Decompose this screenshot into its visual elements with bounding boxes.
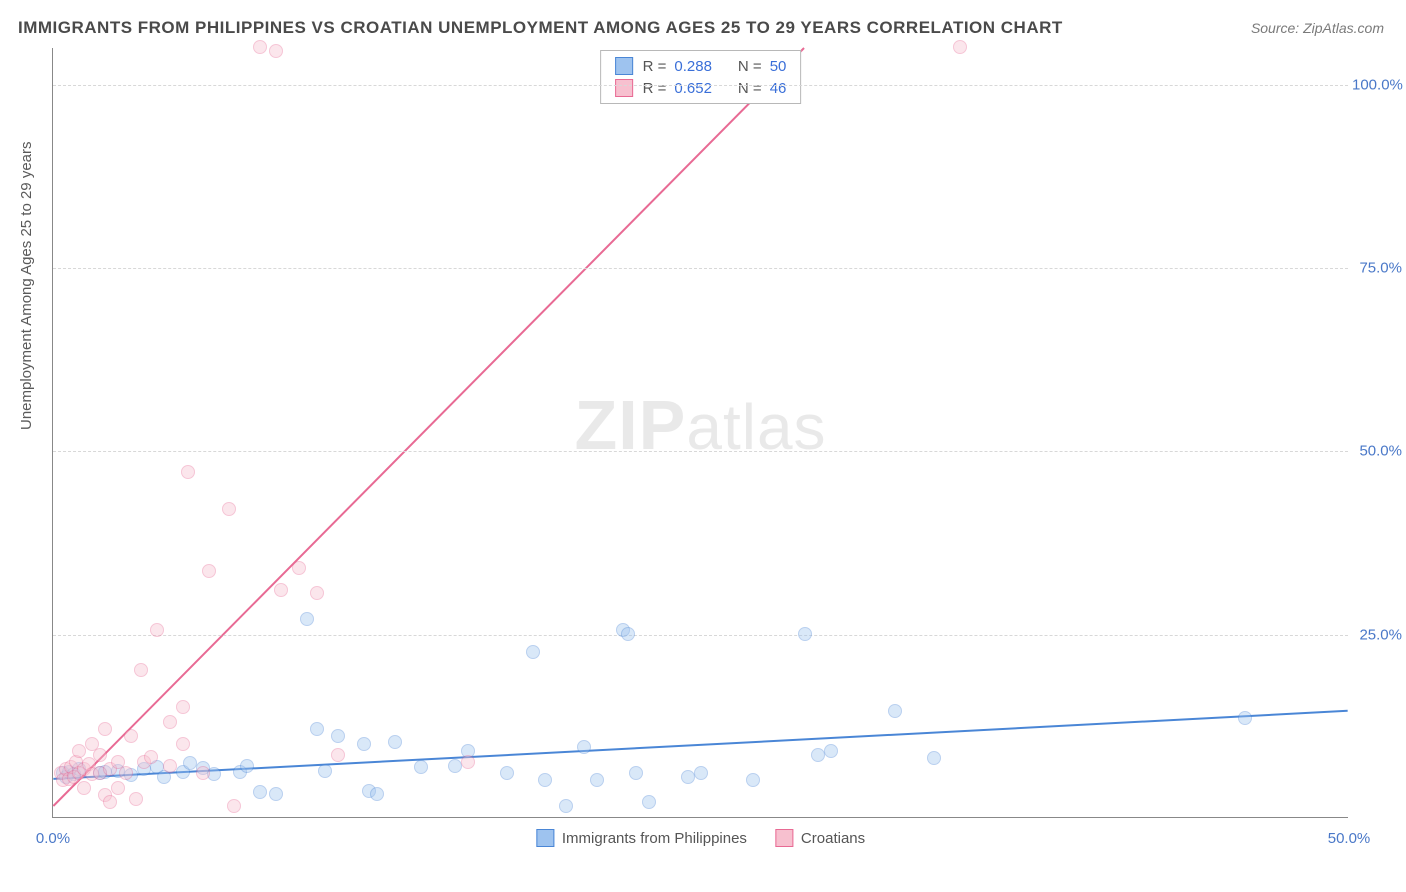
data-point (331, 748, 345, 762)
data-point (183, 756, 197, 770)
data-point (414, 760, 428, 774)
data-point (798, 627, 812, 641)
data-point (196, 766, 210, 780)
data-point (888, 704, 902, 718)
legend-series-label: Croatians (801, 830, 865, 847)
gridline (53, 85, 1348, 86)
legend-r-label: R = (643, 80, 667, 97)
data-point (119, 766, 133, 780)
y-tick-label: 100.0% (1352, 76, 1402, 93)
data-point (129, 792, 143, 806)
data-point (124, 729, 138, 743)
data-point (176, 700, 190, 714)
data-point (253, 785, 267, 799)
legend-swatch (775, 829, 793, 847)
data-point (681, 770, 695, 784)
source-value: ZipAtlas.com (1303, 20, 1384, 36)
gridline (53, 451, 1348, 452)
data-point (526, 645, 540, 659)
legend-row: R = 0.288 N = 50 (601, 55, 801, 77)
legend-series-item: Immigrants from Philippines (536, 829, 747, 847)
data-point (629, 766, 643, 780)
y-axis-title: Unemployment Among Ages 25 to 29 years (18, 141, 35, 430)
data-point (370, 787, 384, 801)
data-point (388, 735, 402, 749)
plot-area: ZIPatlas R =0.288N =50R =0.652N =46 Immi… (52, 48, 1348, 818)
data-point (274, 583, 288, 597)
data-point (318, 764, 332, 778)
data-point (331, 729, 345, 743)
legend-r-value: 0.652 (674, 80, 712, 97)
gridline (53, 268, 1348, 269)
data-point (310, 586, 324, 600)
legend-n-label: N = (738, 58, 762, 75)
data-point (538, 773, 552, 787)
data-point (202, 564, 216, 578)
data-point (500, 766, 514, 780)
data-point (150, 623, 164, 637)
trend-lines (53, 48, 1348, 817)
data-point (181, 465, 195, 479)
watermark: ZIPatlas (574, 385, 826, 465)
legend-r-label: R = (643, 58, 667, 75)
legend-n-value: 50 (770, 58, 787, 75)
data-point (253, 40, 267, 54)
data-point (746, 773, 760, 787)
data-point (927, 751, 941, 765)
data-point (577, 740, 591, 754)
legend-series: Immigrants from Philippines Croatians (536, 829, 865, 847)
y-tick-label: 50.0% (1352, 443, 1402, 460)
legend-swatch (615, 79, 633, 97)
data-point (240, 759, 254, 773)
y-tick-label: 25.0% (1352, 626, 1402, 643)
legend-series-label: Immigrants from Philippines (562, 830, 747, 847)
data-point (292, 561, 306, 575)
data-point (1238, 711, 1252, 725)
data-point (694, 766, 708, 780)
data-point (559, 799, 573, 813)
legend-r-value: 0.288 (674, 58, 712, 75)
data-point (357, 737, 371, 751)
data-point (163, 759, 177, 773)
data-point (227, 799, 241, 813)
data-point (642, 795, 656, 809)
data-point (111, 781, 125, 795)
data-point (590, 773, 604, 787)
chart-title: IMMIGRANTS FROM PHILIPPINES VS CROATIAN … (18, 18, 1063, 38)
data-point (163, 715, 177, 729)
legend-series-item: Croatians (775, 829, 865, 847)
data-point (824, 744, 838, 758)
data-point (310, 722, 324, 736)
data-point (77, 781, 91, 795)
data-point (300, 612, 314, 626)
legend-swatch (615, 57, 633, 75)
legend-n-value: 46 (770, 80, 787, 97)
data-point (72, 744, 86, 758)
data-point (269, 787, 283, 801)
data-point (144, 750, 158, 764)
data-point (98, 722, 112, 736)
trend-line (53, 48, 804, 806)
legend-correlation-box: R = 0.288 N = 50 R = 0.652 N = 46 (600, 50, 802, 104)
y-tick-label: 75.0% (1352, 260, 1402, 277)
data-point (811, 748, 825, 762)
x-tick-label: 0.0% (36, 830, 70, 847)
legend-row: R = 0.652 N = 46 (601, 77, 801, 99)
data-point (93, 748, 107, 762)
legend-swatch (536, 829, 554, 847)
gridline (53, 635, 1348, 636)
data-point (134, 663, 148, 677)
data-point (953, 40, 967, 54)
data-point (176, 737, 190, 751)
data-point (461, 755, 475, 769)
source-attribution: Source: ZipAtlas.com (1251, 20, 1384, 36)
data-point (103, 795, 117, 809)
data-point (222, 502, 236, 516)
data-point (269, 44, 283, 58)
data-point (621, 627, 635, 641)
source-label: Source: (1251, 20, 1299, 36)
legend-n-label: N = (738, 80, 762, 97)
x-tick-label: 50.0% (1328, 830, 1371, 847)
data-point (448, 759, 462, 773)
